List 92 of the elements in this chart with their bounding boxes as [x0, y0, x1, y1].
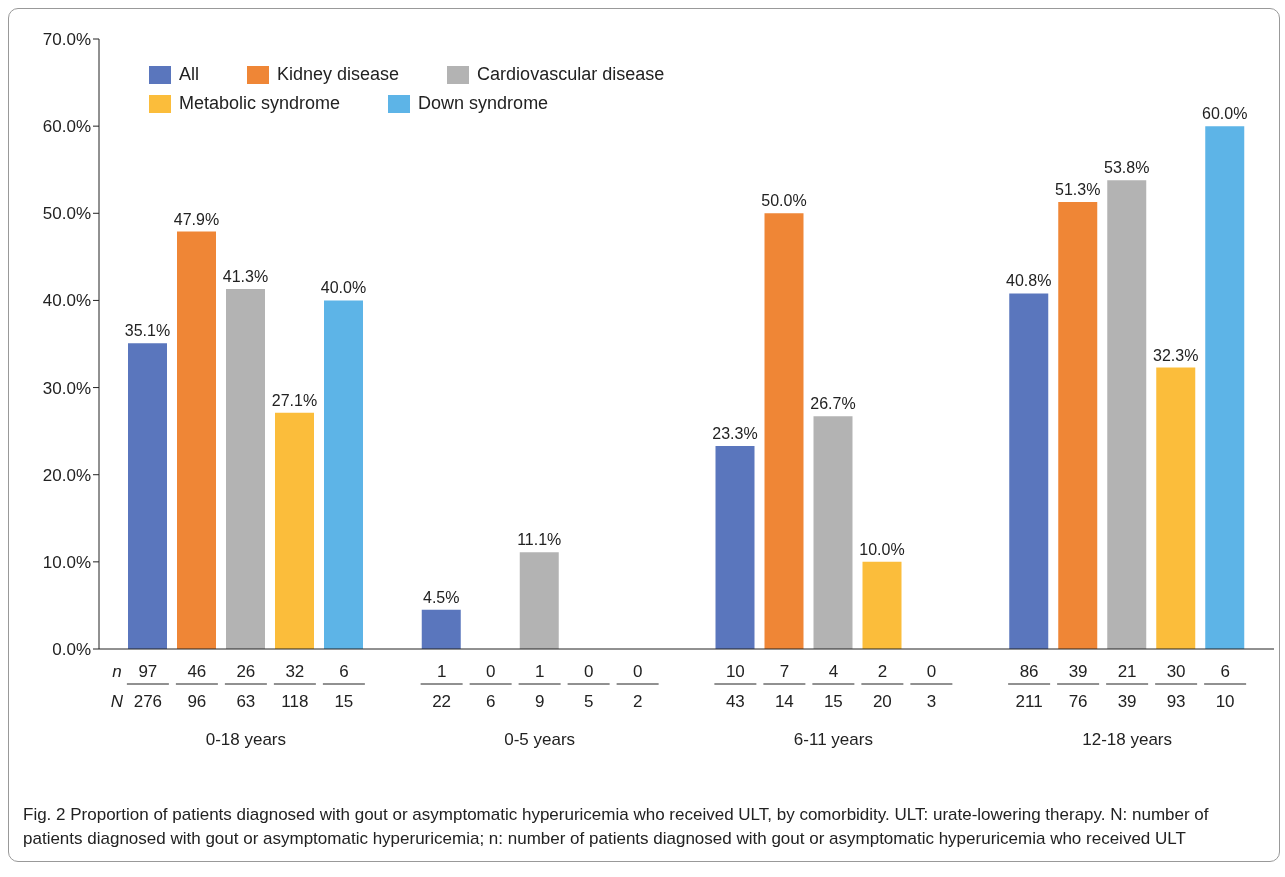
data-label: 51.3%: [1055, 180, 1101, 198]
bar: [764, 213, 804, 649]
data-label: 40.8%: [1006, 272, 1052, 290]
text: 6: [1220, 662, 1230, 681]
text: 6: [485, 692, 496, 711]
text: 276: [133, 692, 163, 711]
text: 5: [583, 692, 594, 711]
bar: [226, 289, 265, 649]
text: 3: [926, 692, 937, 711]
text: 0: [583, 662, 594, 681]
text: N: [110, 692, 124, 711]
data-label: 35.1%: [124, 322, 171, 340]
x-tick-label: 0-18 years: [205, 730, 287, 749]
text: 7: [779, 662, 790, 681]
text: 15: [823, 692, 843, 711]
data-label: 47.9%: [173, 210, 220, 228]
text: 21: [1117, 662, 1137, 681]
text: 9: [534, 692, 545, 711]
text: 1: [436, 662, 447, 681]
text: 2: [632, 692, 643, 711]
text: 26: [236, 662, 256, 681]
y-tick-label: 30.0%: [42, 378, 91, 398]
legend-label: All: [179, 64, 200, 85]
bar: [862, 561, 902, 649]
legend-label: Metabolic syndrome: [179, 93, 341, 114]
text: 76: [1068, 692, 1088, 711]
text: 14: [774, 692, 794, 711]
legend-label: Kidney disease: [277, 64, 400, 85]
data-label: 11.1%: [517, 531, 562, 549]
bar: [519, 552, 559, 649]
x-tick-label: 0-5 years: [504, 730, 576, 749]
text: 22: [432, 692, 452, 711]
y-tick-label: 10.0%: [42, 552, 91, 572]
text: 2: [877, 662, 888, 681]
text: 39: [1117, 692, 1137, 711]
text: 0: [632, 662, 643, 681]
text: 0: [485, 662, 496, 681]
text: 10: [1215, 692, 1235, 711]
bar: [813, 416, 853, 649]
bar: [177, 231, 216, 649]
legend-label: Down syndrome: [418, 93, 549, 114]
data-label: 27.1%: [271, 391, 318, 409]
bar: [1107, 180, 1147, 649]
data-label: 23.3%: [712, 424, 758, 442]
bar: [1156, 367, 1196, 649]
text: 93: [1166, 692, 1186, 711]
bar: [715, 445, 755, 649]
bar: [1205, 126, 1245, 649]
bar: [128, 343, 167, 649]
y-tick-label: 40.0%: [42, 291, 91, 311]
data-label: 26.7%: [810, 395, 856, 413]
data-label: 41.3%: [222, 268, 269, 286]
y-tick-label: 20.0%: [42, 465, 91, 485]
text: 6: [339, 662, 349, 681]
text: 30: [1166, 662, 1186, 681]
data-label: 53.8%: [1104, 159, 1150, 177]
data-label: 50.0%: [761, 192, 807, 210]
data-label: 60.0%: [1202, 105, 1248, 123]
y-tick-label: 70.0%: [42, 30, 91, 50]
legend-label: Cardiovascular disease: [477, 64, 665, 85]
text: 97: [138, 662, 158, 681]
text: 0: [926, 662, 937, 681]
text: 4: [828, 662, 839, 681]
text: 86: [1019, 662, 1039, 681]
y-tick-label: 0.0%: [52, 640, 91, 660]
data-label: 40.0%: [320, 279, 367, 297]
text: 10: [725, 662, 745, 681]
bar: [421, 609, 461, 649]
caption: Fig. 2 Proportion of patients diagnosed with gout or asymptomatic hyperuricemia who received ULT, by comorbidity. ULT: urate-lowering therapy. N: number of patients diagnosed with gout or asymptomatic hyperuricemia; n: number of patients diagnosed with gout or asymptomatic hyperuricemia who received ULT: [22, 804, 1210, 850]
text: n: [112, 662, 122, 681]
y-tick-label: 50.0%: [42, 204, 91, 224]
text: 32: [285, 662, 305, 681]
data-label: 4.5%: [423, 588, 460, 606]
text: 118: [281, 692, 309, 711]
text: 39: [1068, 662, 1088, 681]
x-tick-label: 6-11 years: [793, 730, 873, 749]
data-label: 32.3%: [1153, 346, 1199, 364]
text: 63: [236, 692, 256, 711]
bar: [1009, 293, 1049, 649]
bar: [324, 300, 363, 649]
text: 20: [872, 692, 892, 711]
bar: [275, 412, 314, 649]
text: 43: [725, 692, 745, 711]
text: 15: [334, 692, 354, 711]
text: 211: [1015, 692, 1043, 711]
text: 1: [534, 662, 545, 681]
bar: [1058, 201, 1098, 649]
x-tick-label: 12-18 years: [1082, 730, 1173, 749]
y-tick-label: 60.0%: [42, 117, 91, 137]
text: 96: [187, 692, 207, 711]
text: 46: [187, 662, 207, 681]
data-label: 10.0%: [859, 540, 905, 558]
